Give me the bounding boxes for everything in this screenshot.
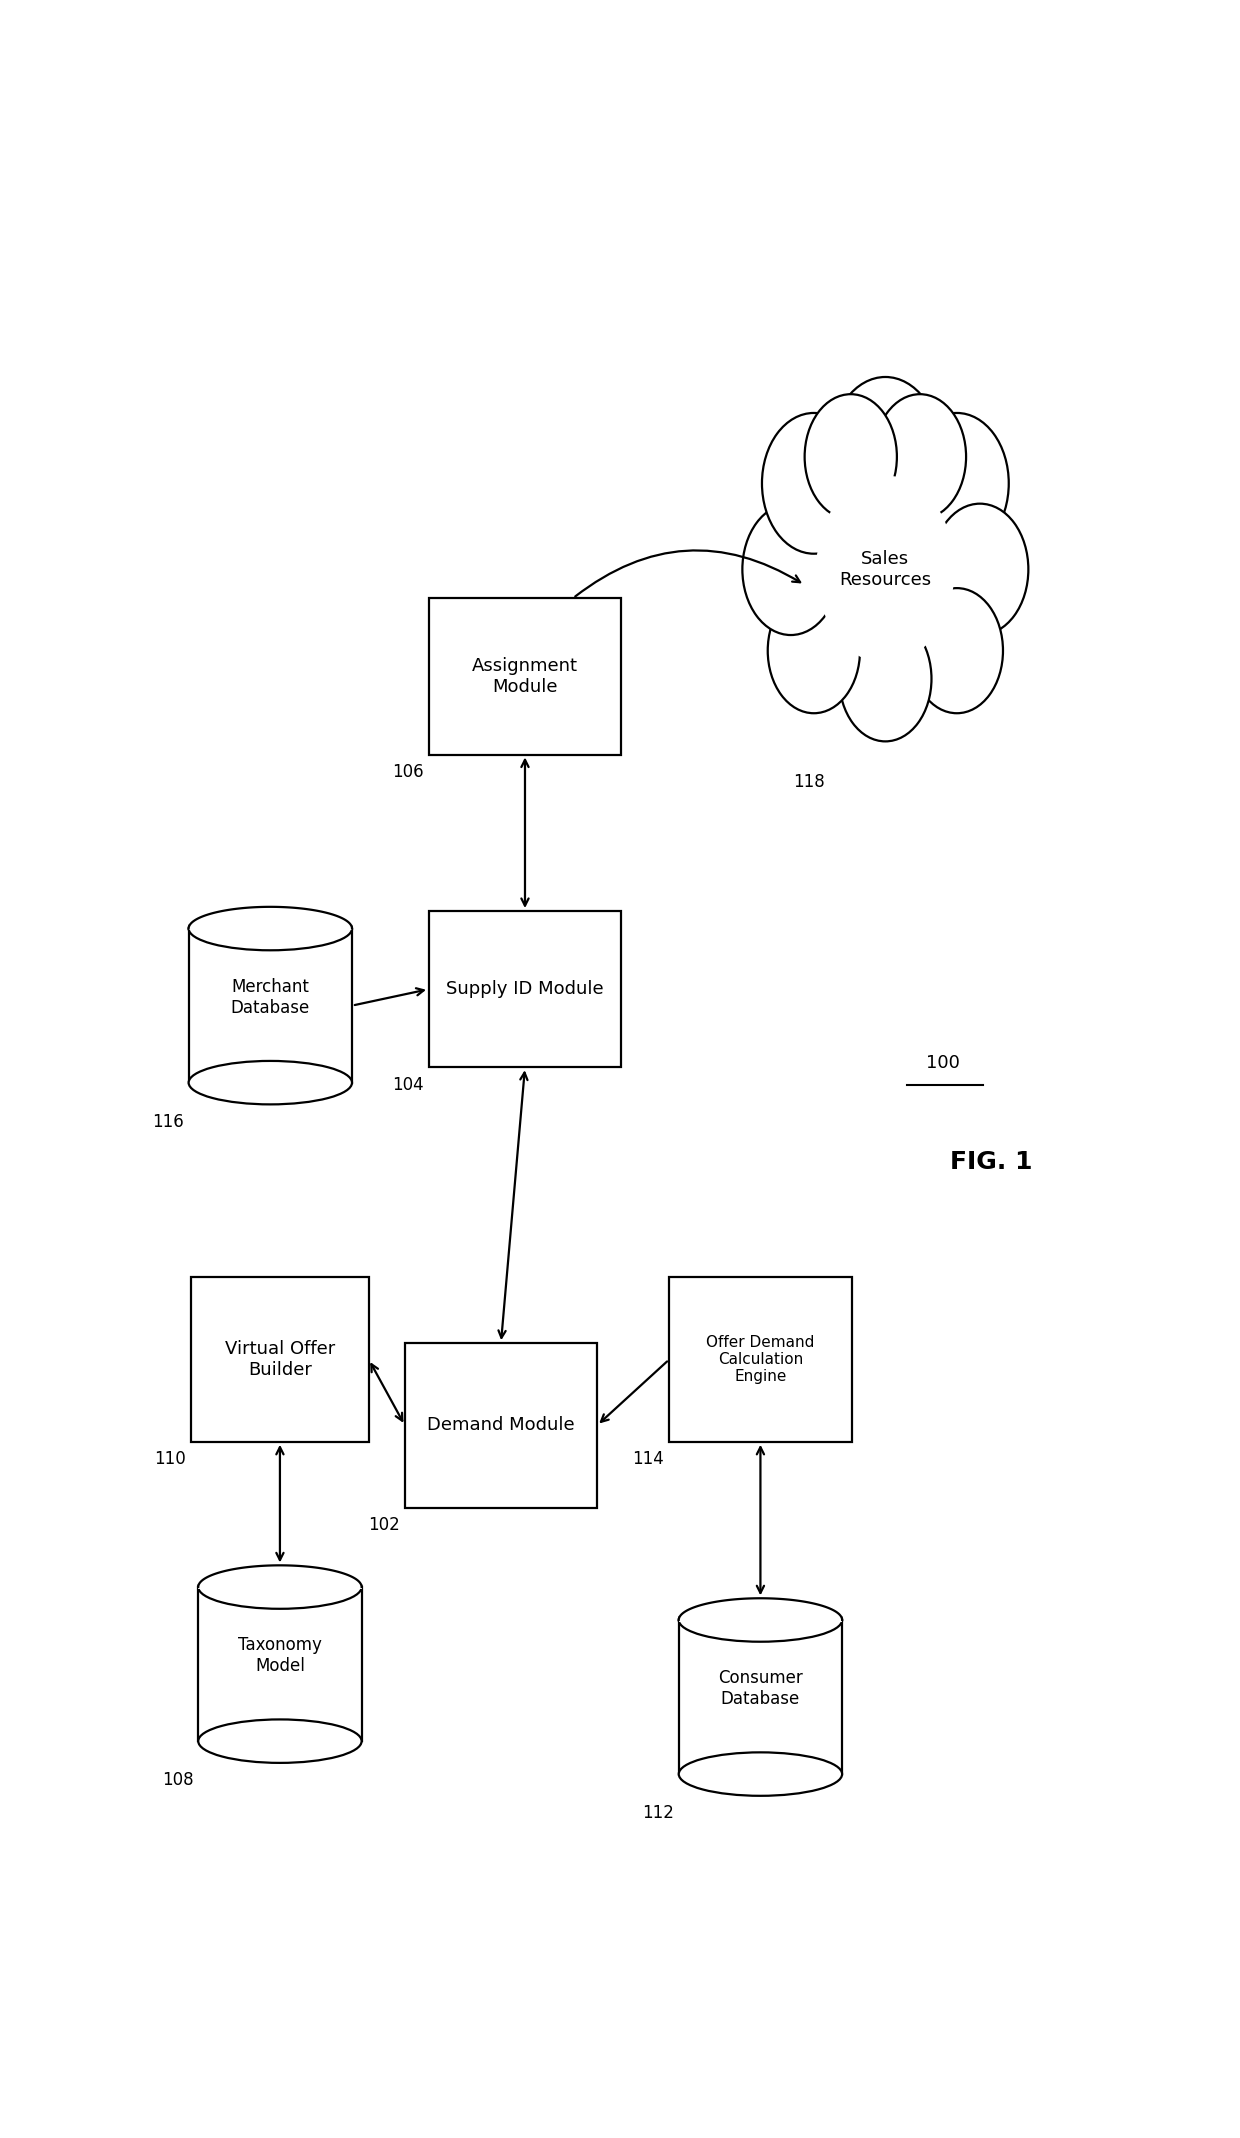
Text: Taxonomy
Model: Taxonomy Model: [238, 1636, 322, 1676]
Text: Merchant
Database: Merchant Database: [231, 977, 310, 1018]
Ellipse shape: [910, 588, 1003, 714]
Ellipse shape: [768, 588, 861, 714]
Ellipse shape: [931, 505, 1028, 635]
Text: 114: 114: [632, 1450, 665, 1469]
Text: 106: 106: [392, 763, 424, 780]
Ellipse shape: [188, 1060, 352, 1105]
Ellipse shape: [805, 393, 897, 520]
Text: 102: 102: [368, 1516, 401, 1533]
Ellipse shape: [905, 413, 1009, 554]
FancyBboxPatch shape: [429, 599, 621, 755]
Ellipse shape: [839, 616, 931, 742]
Text: 108: 108: [161, 1770, 193, 1790]
Ellipse shape: [188, 907, 352, 949]
Text: 112: 112: [642, 1804, 675, 1822]
Ellipse shape: [198, 1719, 362, 1764]
Text: 100: 100: [926, 1054, 960, 1073]
Text: Consumer
Database: Consumer Database: [718, 1670, 802, 1708]
FancyBboxPatch shape: [188, 904, 352, 930]
FancyBboxPatch shape: [678, 1597, 842, 1621]
Ellipse shape: [678, 1753, 842, 1796]
FancyBboxPatch shape: [198, 1563, 362, 1589]
FancyBboxPatch shape: [670, 1276, 852, 1441]
Text: FIG. 1: FIG. 1: [950, 1150, 1033, 1174]
FancyBboxPatch shape: [198, 1586, 362, 1740]
Text: 116: 116: [153, 1112, 184, 1131]
Text: Assignment
Module: Assignment Module: [472, 656, 578, 695]
Text: Supply ID Module: Supply ID Module: [446, 979, 604, 998]
FancyBboxPatch shape: [191, 1276, 368, 1441]
FancyBboxPatch shape: [678, 1621, 842, 1775]
Text: Demand Module: Demand Module: [427, 1415, 575, 1435]
FancyBboxPatch shape: [188, 928, 352, 1082]
Text: 110: 110: [155, 1450, 186, 1469]
FancyArrowPatch shape: [575, 549, 800, 597]
Ellipse shape: [874, 393, 966, 520]
Text: Virtual Offer
Builder: Virtual Offer Builder: [224, 1341, 335, 1379]
Ellipse shape: [816, 475, 955, 663]
Ellipse shape: [743, 505, 839, 635]
Text: 118: 118: [794, 772, 825, 791]
Text: Offer Demand
Calculation
Engine: Offer Demand Calculation Engine: [707, 1334, 815, 1385]
Ellipse shape: [761, 413, 866, 554]
Text: Sales
Resources: Sales Resources: [839, 549, 931, 588]
Ellipse shape: [198, 1565, 362, 1608]
Ellipse shape: [830, 376, 941, 528]
Text: 104: 104: [392, 1075, 424, 1093]
FancyBboxPatch shape: [429, 911, 621, 1067]
FancyBboxPatch shape: [404, 1343, 596, 1507]
Ellipse shape: [678, 1599, 842, 1642]
